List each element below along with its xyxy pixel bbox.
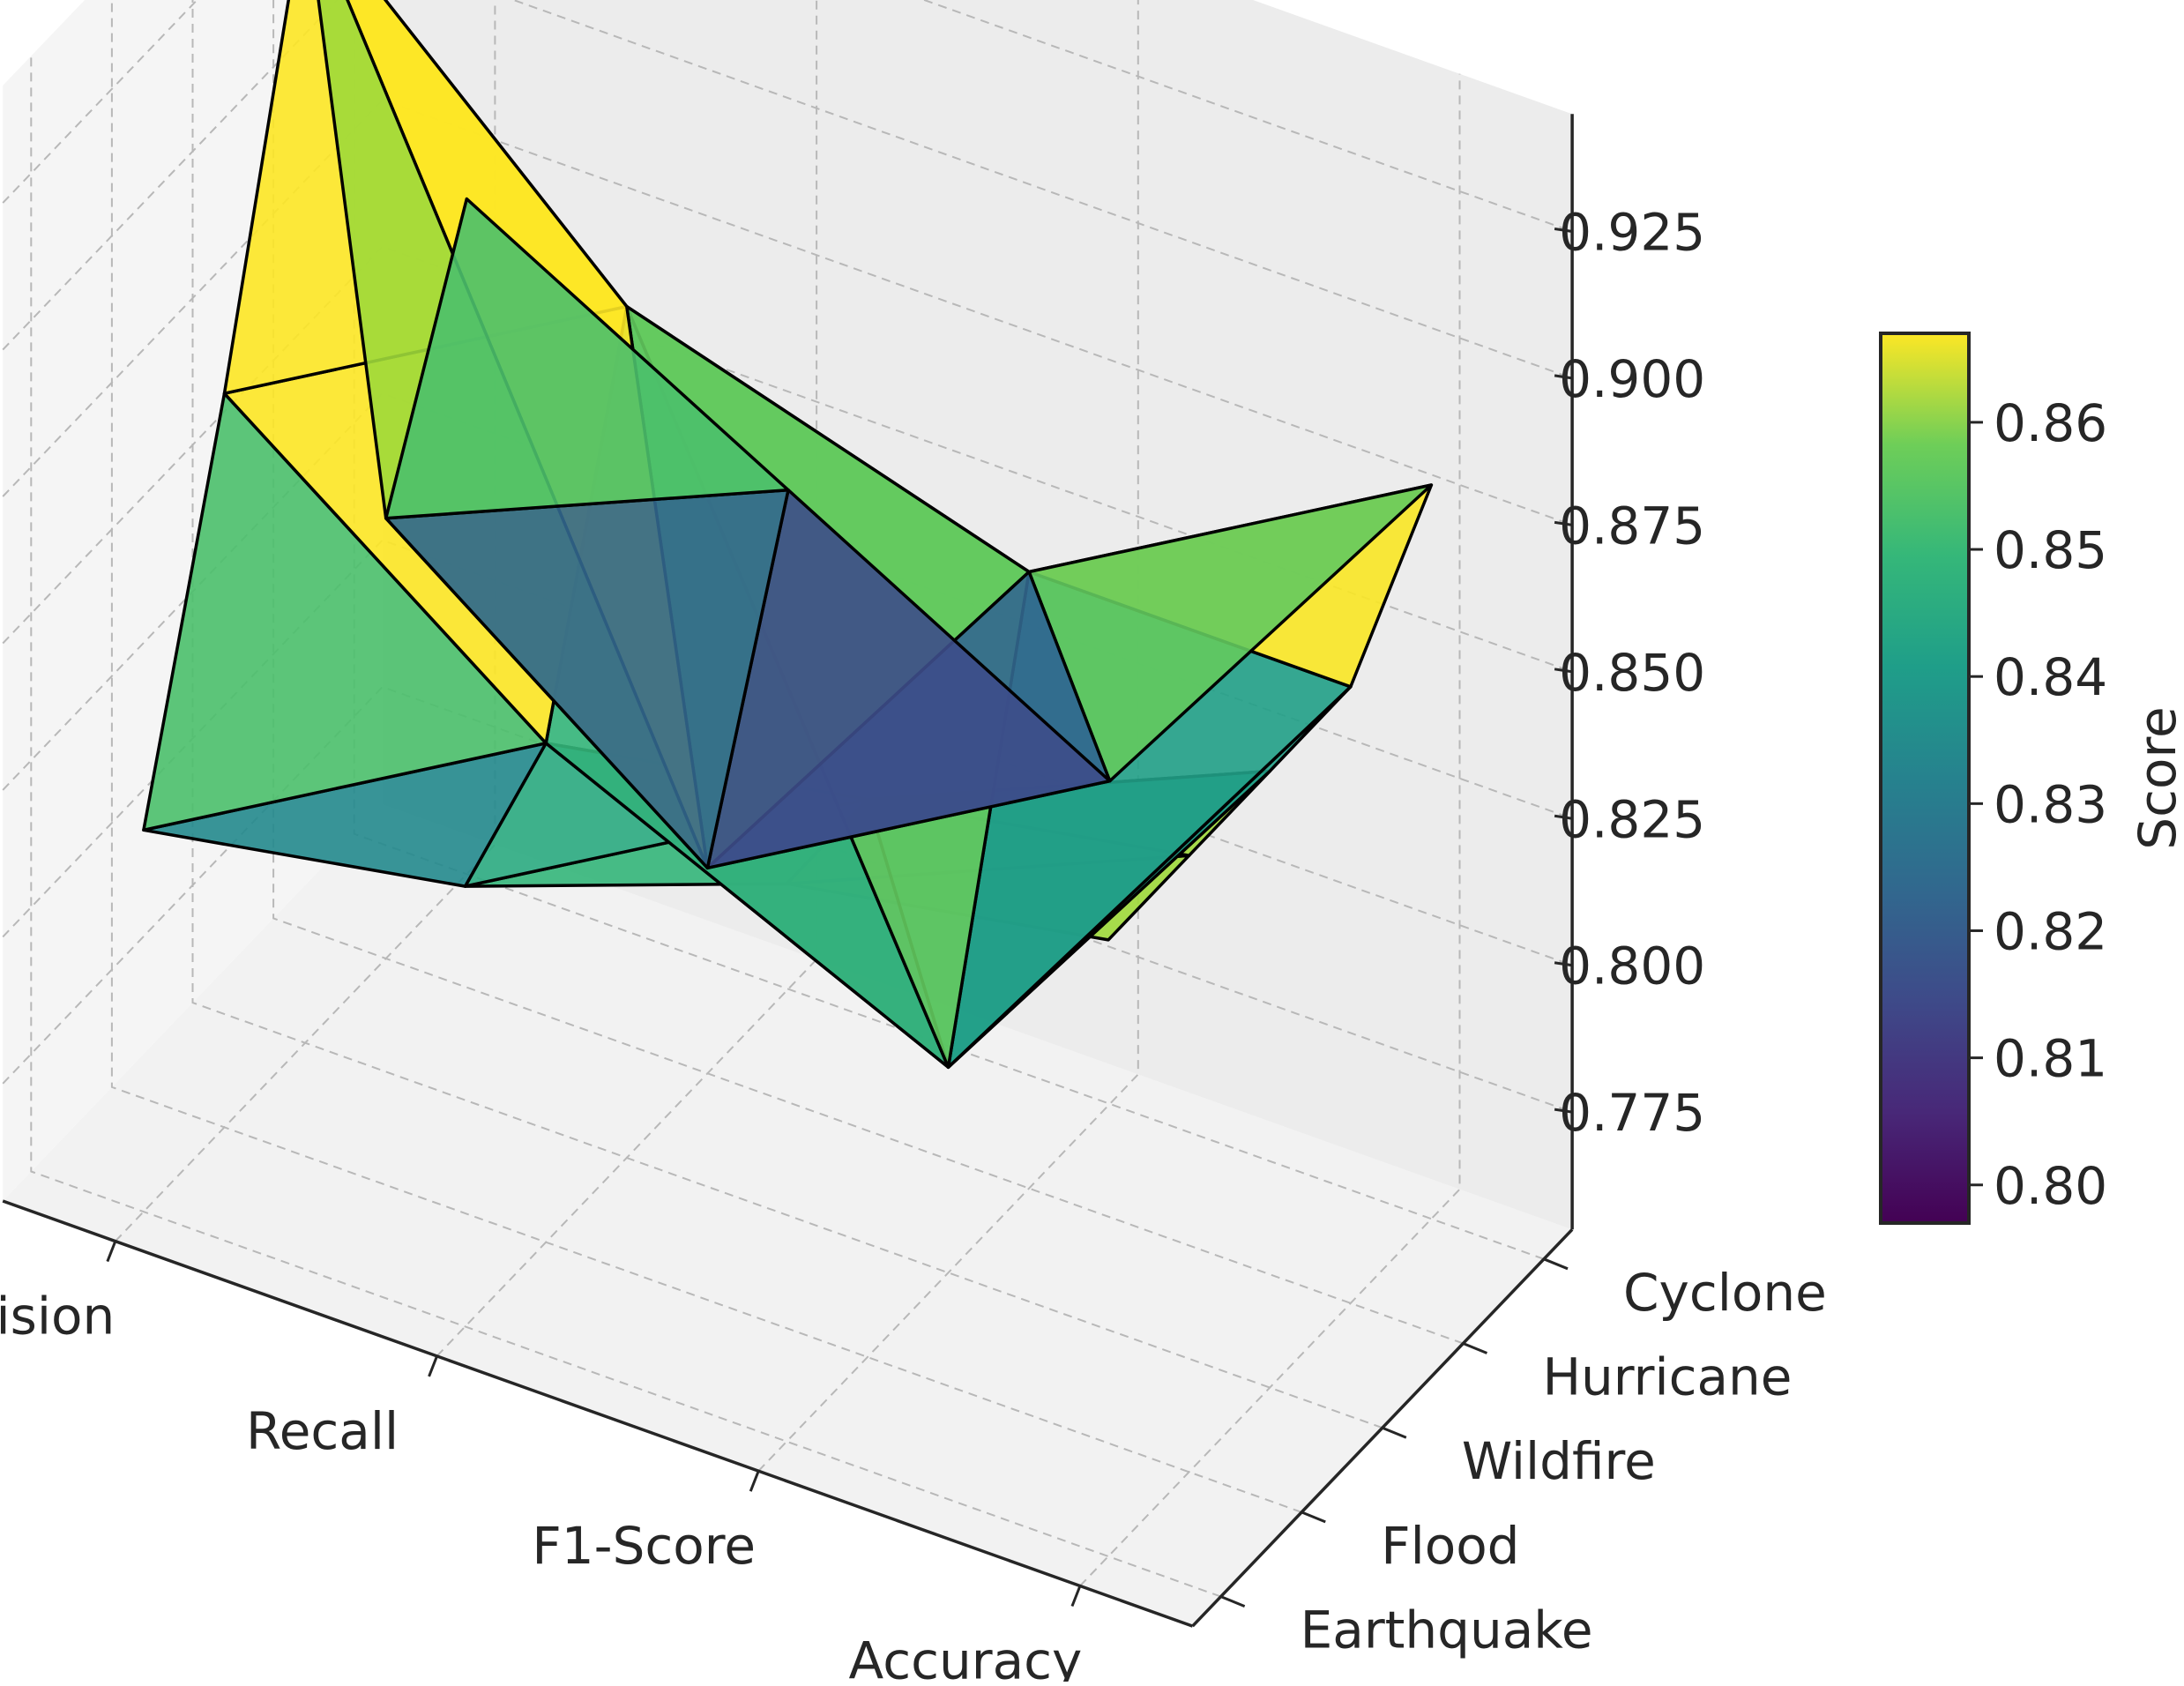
- z-tick-label: 0.925: [1559, 202, 1705, 262]
- y-tick: [1220, 1595, 1246, 1608]
- z-tick-label: 0.775: [1559, 1083, 1705, 1143]
- gridline-z: [2, 0, 1573, 379]
- y-tick: [1543, 1257, 1569, 1271]
- x-tick: [1070, 1585, 1082, 1608]
- gridline-z: [2, 99, 1573, 526]
- z-tick: [1554, 814, 1573, 820]
- colorbar-tick-label: 0.85: [1994, 520, 2107, 580]
- gridline-y: [110, 0, 1302, 1513]
- gridline-x: [436, 0, 818, 1357]
- gridline-x: [115, 0, 496, 1242]
- x-axis-line: [2, 1199, 1194, 1628]
- x-tick: [106, 1241, 117, 1263]
- x-tick-label: Accuracy: [849, 1630, 1083, 1682]
- x-tick-label: F1-Score: [532, 1516, 756, 1576]
- y-tick: [1301, 1511, 1326, 1524]
- gridline-z: [2, 392, 1573, 820]
- z-tick: [1554, 668, 1573, 674]
- z-tick-label: 0.825: [1559, 789, 1705, 849]
- gridline-y: [191, 0, 1383, 1429]
- y-tick-label: Cyclone: [1623, 1263, 1827, 1323]
- y-tick-label: Flood: [1381, 1516, 1519, 1576]
- colorbar-tick-label: 0.80: [1994, 1156, 2107, 1216]
- gridline-z: [2, 685, 1573, 1114]
- tick-labels: Precision Recall F1-Score Accuracy Earthquak…: [0, 202, 1827, 1686]
- z-tick: [1554, 1108, 1573, 1114]
- x-tick: [428, 1355, 438, 1377]
- gridline-y: [272, 0, 1464, 1345]
- surface-faces: [142, 0, 1434, 1070]
- gridline-x: [757, 0, 1139, 1472]
- z-tick: [1554, 961, 1573, 967]
- gridline-y: [30, 56, 1221, 1598]
- z-tick-label: 0.900: [1559, 349, 1705, 409]
- gridline-z: [2, 245, 1573, 673]
- z-tick: [1554, 520, 1573, 526]
- axis-lines: [2, 114, 1574, 1628]
- z-tick: [1554, 227, 1573, 233]
- z-tick-label: 0.875: [1559, 496, 1705, 556]
- colorbar-gradient: [1879, 332, 1971, 1225]
- y-tick: [1462, 1342, 1488, 1354]
- colorbar-tick-label: 0.86: [1994, 393, 2107, 453]
- gridline-z: [2, 0, 1573, 233]
- colorbar: 0.80 0.81 0.82 0.83 0.84 0.85 0.86 Score: [1879, 332, 2184, 1225]
- colorbar-label: Score: [2128, 706, 2184, 849]
- z-tick: [1554, 374, 1573, 380]
- x-tick: [749, 1470, 760, 1492]
- z-tick-label: 0.850: [1559, 643, 1705, 703]
- x-tick-label: Precision: [0, 1287, 115, 1347]
- colorbar-tick-label: 0.82: [1994, 901, 2107, 961]
- colorbar-tick-label: 0.81: [1994, 1029, 2107, 1089]
- y-tick: [1382, 1426, 1407, 1439]
- z-tick-label: 0.800: [1559, 936, 1705, 996]
- y-tick-label: Hurricane: [1542, 1347, 1792, 1407]
- x-tick-label: Recall: [246, 1401, 399, 1461]
- gridline-z: [2, 539, 1573, 966]
- y-tick-label: Wildfire: [1462, 1431, 1656, 1491]
- gridline-x: [1079, 73, 1461, 1587]
- surface-face: [384, 197, 790, 520]
- colorbar-tick-label: 0.84: [1994, 647, 2107, 707]
- y-tick-label: Earthquake: [1301, 1600, 1593, 1660]
- colorbar-tick-label: 0.83: [1994, 774, 2107, 834]
